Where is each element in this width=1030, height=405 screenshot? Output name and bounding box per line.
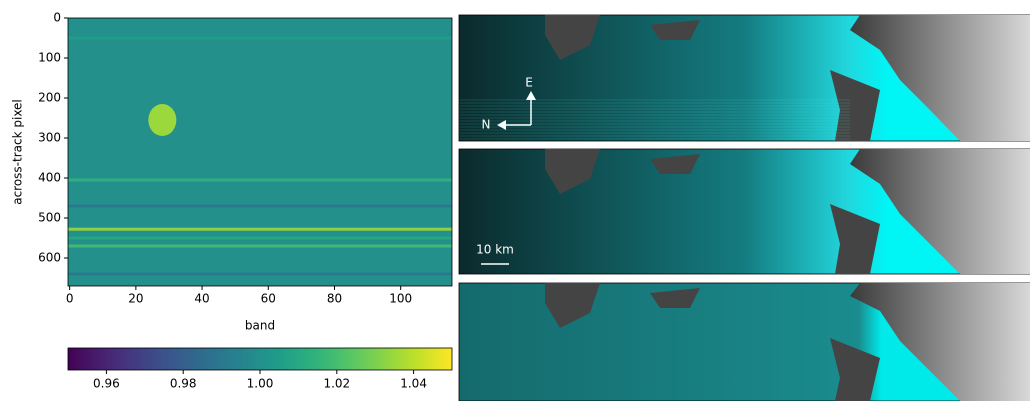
stripe [68,236,452,240]
plot-frame [67,17,453,287]
panel-top: E N [458,14,1030,142]
stripe [68,227,452,231]
north-label: N [482,118,491,132]
y-tick-label: 600 [38,251,61,265]
colorbar-tick-label: 0.96 [93,377,120,391]
colorbar-tick-label: 1.00 [247,377,274,391]
y-tick-label: 100 [38,51,61,65]
panel-bottom [458,282,1030,402]
y-axis-label: across-track pixel [11,99,25,205]
stripe [68,178,452,182]
y-tick-label: 400 [38,171,61,185]
x-tick-label: 80 [327,292,342,306]
x-axis-label: band [245,319,275,333]
y-tick-label: 300 [38,131,61,145]
colorbar-tick-label: 0.98 [170,377,197,391]
colorbar-tick-label: 1.02 [323,377,350,391]
y-tick-label: 0 [53,11,61,25]
colorbar-tick-label: 1.04 [400,377,427,391]
y-tick-label: 500 [38,211,61,225]
colorbar [67,347,453,371]
east-label: E [525,76,533,90]
spot [148,104,177,136]
y-tick-label: 200 [38,91,61,105]
x-tick-label: 40 [194,292,209,306]
stripe [68,204,452,208]
stripe [68,36,452,40]
stripe [68,272,452,276]
x-tick-label: 0 [66,292,74,306]
scale-label: 10 km [476,243,514,257]
x-tick-label: 20 [128,292,143,306]
stripe [68,244,452,248]
x-tick-label: 60 [261,292,276,306]
image-panels: E N 10 km [458,14,1030,402]
heatmap-background [68,18,452,286]
x-tick-label: 100 [389,292,412,306]
panel-middle: 10 km [458,148,1030,275]
